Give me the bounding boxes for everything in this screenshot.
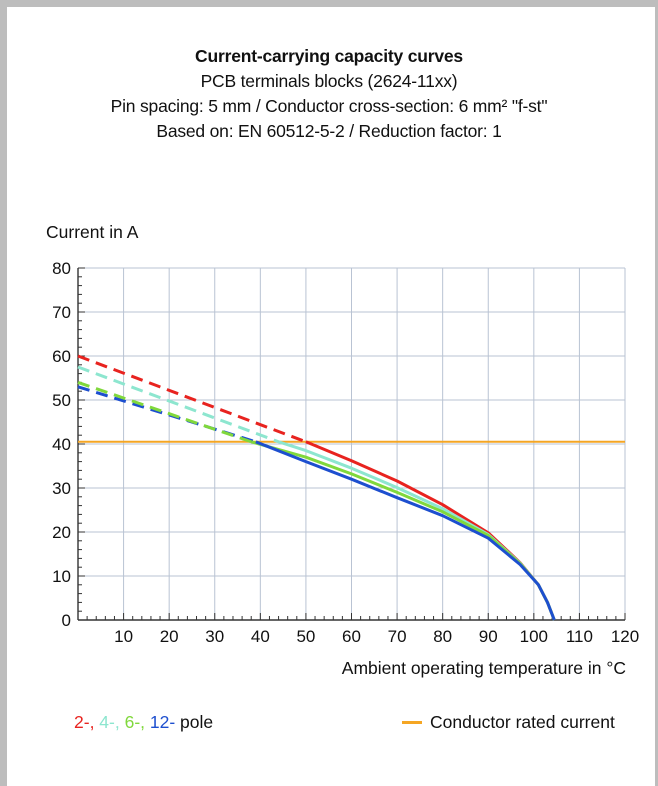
legend-pole-4: 4- — [99, 712, 115, 732]
chart-titles: Current-carrying capacity curves PCB ter… — [0, 44, 658, 144]
series-dashed-4pole — [77, 365, 280, 444]
legend-pole-6: 6- — [124, 712, 141, 732]
chart-subtitle-2: Pin spacing: 5 mm / Conductor cross-sect… — [110, 96, 548, 116]
rated-current-swatch — [402, 721, 422, 724]
chart-subtitle-3: Based on: EN 60512-5-2 / Reduction facto… — [156, 121, 502, 141]
y-tick-label: 0 — [62, 611, 71, 630]
rated-current-label: Conductor rated current — [430, 712, 615, 732]
x-tick-label: 70 — [388, 627, 407, 646]
x-tick-label: 40 — [251, 627, 270, 646]
legend-pole-2: 2- — [74, 712, 90, 732]
series-dashed-6pole — [77, 380, 252, 444]
x-tick-label: 100 — [520, 627, 548, 646]
x-tick-label: 90 — [479, 627, 498, 646]
legend-comma-2: , — [114, 712, 125, 732]
y-tick-label: 70 — [52, 303, 71, 322]
rated-current-legend: Conductor rated current — [402, 712, 615, 733]
poles-legend: 2-, 4-, 6-, 12- pole — [74, 712, 213, 733]
x-tick-label: 30 — [205, 627, 224, 646]
x-tick-label: 20 — [160, 627, 179, 646]
x-axis-label: Ambient operating temperature in °C — [341, 658, 626, 678]
legend-pole-suffix: pole — [175, 712, 214, 732]
x-tick-label: 10 — [114, 627, 133, 646]
series-dashed-2pole — [77, 354, 307, 444]
x-tick-label: 120 — [611, 627, 639, 646]
legend-comma-3: , — [140, 712, 150, 732]
x-tick-label: 50 — [296, 627, 315, 646]
legend-comma-1: , — [89, 712, 100, 732]
y-tick-label: 50 — [52, 391, 71, 410]
series-solid-12pole — [255, 440, 556, 621]
y-tick-label: 20 — [52, 523, 71, 542]
chart-subtitle-1: PCB terminals blocks (2624-11xx) — [200, 71, 458, 91]
y-tick-label: 80 — [52, 259, 71, 278]
series-solid-6pole — [250, 440, 556, 621]
y-tick-label: 40 — [52, 435, 71, 454]
x-tick-label: 60 — [342, 627, 361, 646]
x-tick-label: 80 — [433, 627, 452, 646]
chart-title: Current-carrying capacity curves — [195, 46, 463, 66]
y-tick-label: 10 — [52, 567, 71, 586]
y-tick-label: 60 — [52, 347, 71, 366]
legend-pole-12: 12- — [149, 712, 176, 732]
y-axis-label: Current in A — [46, 222, 139, 242]
series-solid-2pole — [305, 440, 556, 621]
x-tick-label: 110 — [566, 627, 593, 646]
y-tick-label: 30 — [52, 479, 71, 498]
